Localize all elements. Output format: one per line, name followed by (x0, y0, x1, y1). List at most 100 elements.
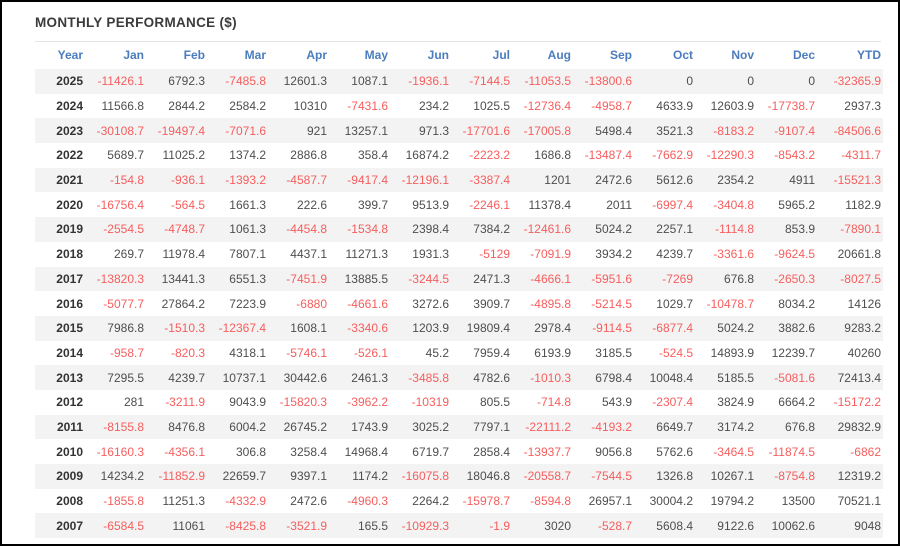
cell-mar: 10737.1 (207, 365, 268, 390)
cell-ytd: -32365.9 (817, 69, 883, 94)
column-header-dec: Dec (792, 47, 815, 62)
cell-apr: -6880 (296, 296, 327, 311)
cell-sep: 5024.2 (573, 217, 634, 242)
cell-apr: -4454.8 (268, 217, 329, 242)
cell-aug: -20558.7 (512, 464, 573, 489)
cell-ytd: 14126 (847, 296, 881, 311)
cell-dec: 0 (756, 69, 817, 94)
cell-aug: 1201 (512, 167, 573, 193)
cell-sep: -7544.5 (573, 464, 634, 489)
cell-may: 358.4 (357, 148, 388, 163)
cell-may: 1743.9 (329, 414, 390, 440)
cell-apr: 10310 (293, 99, 327, 114)
year-cell: 2008 (56, 494, 83, 509)
table-row-2016: 2016 -5077.7 27864.2 7223.9 -6880 -4661.6 3272… (35, 291, 883, 316)
cell-oct: 1029.7 (656, 296, 693, 311)
cell-jul: 1025.5 (473, 99, 510, 114)
cell-nov: 5024.2 (695, 315, 756, 341)
table-row-2020: 2020 -16756.4 -564.5 1661.3 222.6 399.7 9513.9… (35, 192, 883, 217)
cell-may: 2461.3 (329, 365, 390, 390)
cell-sep: 26957.1 (588, 494, 632, 509)
cell-jul: 18046.8 (451, 464, 512, 489)
cell-aug: -714.8 (536, 395, 571, 410)
cell-nov: 12603.9 (710, 99, 754, 114)
cell-aug: 3020 (512, 513, 573, 539)
cell-nov: -10478.7 (706, 296, 754, 311)
cell-ytd: -4311.7 (841, 148, 881, 163)
cell-aug: -11053.5 (512, 69, 573, 94)
cell-apr: 2886.8 (290, 148, 327, 163)
cell-apr: -5746.1 (286, 345, 327, 360)
year-cell: 2014 (56, 345, 83, 360)
year-cell: 2015 (35, 315, 85, 341)
year-cell: 2016 (56, 296, 83, 311)
cell-mar: -8425.8 (207, 513, 268, 539)
cell-oct: 5612.6 (634, 167, 695, 193)
cell-feb: -4748.7 (146, 217, 207, 242)
cell-aug: 6193.9 (534, 345, 571, 360)
cell-may: 399.7 (357, 197, 388, 212)
cell-dec: 4911 (756, 167, 817, 193)
column-header-jul: Jul (492, 47, 510, 62)
header-row: Year Jan Feb Mar Apr May Jun Jul Aug Sep Oct Nov Dec… (35, 42, 883, 69)
cell-feb: 13441.3 (146, 266, 207, 292)
cell-aug: -4666.1 (512, 266, 573, 292)
cell-dec: 12239.7 (771, 345, 815, 360)
cell-dec: -9107.4 (756, 118, 817, 144)
cell-aug: -4895.8 (530, 296, 571, 311)
cell-apr: 921 (268, 118, 329, 144)
column-header-ytd: YTD (857, 47, 881, 62)
table-row-2018: 2018 269.7 11978.4 7807.1 4437.1 11271.3 1931.… (35, 242, 883, 267)
cell-aug: -1010.3 (512, 365, 573, 390)
table-row-2014: 2014 -958.7 -820.3 4318.1 -5746.1 -526.1 45.2 7… (35, 341, 883, 366)
cell-may: 1174.2 (329, 464, 390, 489)
title-divider (35, 41, 881, 42)
cell-sep: 5498.4 (573, 118, 634, 144)
cell-aug: -22111.2 (512, 414, 573, 440)
cell-nov: 5185.5 (695, 365, 756, 390)
cell-ytd: -7890.1 (817, 217, 883, 242)
page-title: MONTHLY PERFORMANCE ($) (35, 15, 237, 30)
cell-feb: 11061 (146, 513, 207, 539)
cell-may: -1534.8 (329, 217, 390, 242)
cell-sep: 543.9 (601, 395, 632, 410)
cell-jul: 2858.4 (473, 444, 510, 459)
cell-may: 11271.3 (345, 247, 389, 262)
table-row-2009: 2009 14234.2 -11852.9 22659.7 9397.1 1174.2 -1… (35, 464, 883, 489)
cell-jun: 2264.2 (412, 494, 449, 509)
column-header-jan: Jan (123, 47, 144, 62)
cell-aug: -13937.7 (523, 444, 571, 459)
year-cell: 2009 (35, 464, 85, 489)
cell-oct: -2307.4 (652, 395, 693, 410)
cell-ytd: 29832.9 (817, 414, 883, 440)
cell-aug: -17005.8 (512, 118, 573, 144)
cell-feb: -820.3 (170, 345, 205, 360)
cell-nov: 0 (695, 69, 756, 94)
cell-ytd: 12319.2 (817, 464, 883, 489)
cell-may: -526.1 (353, 345, 388, 360)
cell-dec: 3882.6 (756, 315, 817, 341)
year-cell: 2021 (35, 167, 85, 193)
cell-sep: 9056.8 (595, 444, 632, 459)
cell-nov: 3174.2 (695, 414, 756, 440)
cell-nov: 676.8 (695, 266, 756, 292)
cell-jan: 7986.8 (85, 315, 146, 341)
cell-jun: 234.2 (418, 99, 449, 114)
cell-feb: -19497.4 (146, 118, 207, 144)
cell-ytd: 9283.2 (817, 315, 883, 341)
cell-may: -3962.2 (347, 395, 388, 410)
cell-jun: 3272.6 (412, 296, 449, 311)
cell-jun: -16075.8 (390, 464, 451, 489)
cell-nov: 14893.9 (710, 345, 754, 360)
cell-mar: 1374.2 (229, 148, 266, 163)
cell-jan: -5077.7 (103, 296, 144, 311)
monthly-performance-table: Year Jan Feb Mar Apr May Jun Jul Aug Sep Oct Nov Dec… (35, 42, 883, 539)
cell-nov: 2354.2 (695, 167, 756, 193)
cell-apr: -7451.9 (268, 266, 329, 292)
cell-jan: -154.8 (85, 167, 146, 193)
cell-oct: -7662.9 (652, 148, 693, 163)
table-row-2013: 2013 7295.5 4239.7 10737.1 30442.6 2461.3 -348… (35, 365, 883, 390)
cell-sep: -9114.5 (573, 315, 634, 341)
cell-sep: -5951.6 (573, 266, 634, 292)
cell-jan: -958.7 (109, 345, 144, 360)
